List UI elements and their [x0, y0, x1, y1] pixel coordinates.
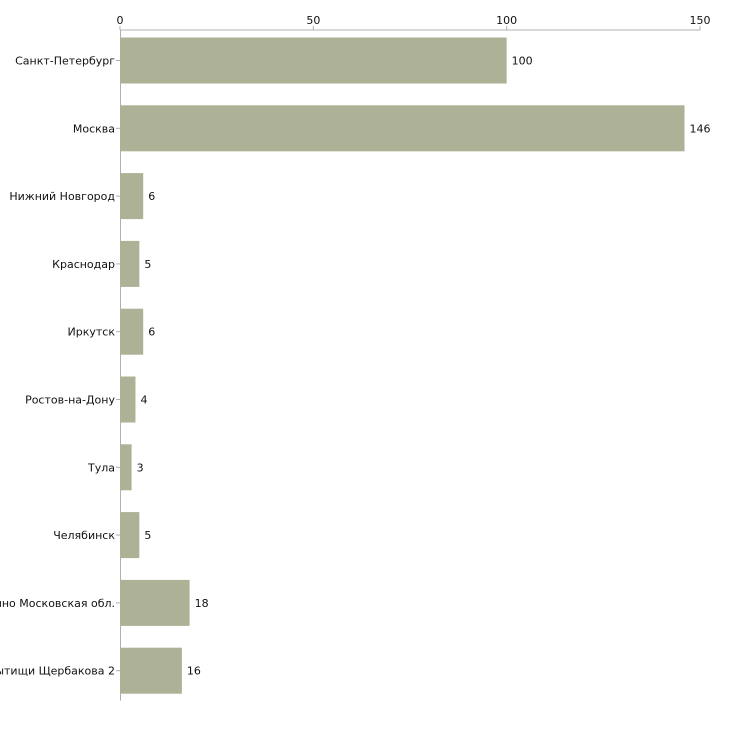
category-label: Тула [87, 461, 115, 474]
category-label: Иркутск [68, 326, 116, 339]
labels: Санкт-Петербург 100 Москва 146 Нижний Новгор… [0, 55, 711, 678]
bar [120, 512, 140, 559]
bar [120, 647, 182, 694]
value-label: 6 [148, 326, 155, 339]
bar [120, 173, 144, 220]
bar [120, 579, 190, 626]
value-label: 5 [144, 529, 151, 542]
value-label: 4 [140, 394, 147, 407]
x-tick-label: 0 [117, 14, 124, 27]
x-tick-label: 100 [496, 14, 517, 27]
category-label: Краснодар [52, 258, 115, 271]
value-label: 3 [137, 461, 144, 474]
x-tick-label: 150 [690, 14, 711, 27]
bars [120, 37, 685, 694]
bar [120, 105, 685, 152]
category-label: Нижний Новгород [9, 190, 115, 203]
bar [120, 308, 144, 355]
bar [120, 37, 507, 84]
bar [120, 376, 136, 423]
bar [120, 444, 132, 491]
value-label: 6 [148, 190, 155, 203]
category-label: Челябинск [53, 529, 115, 542]
bar [120, 240, 140, 287]
category-label: Санкт-Петербург [15, 55, 115, 68]
x-tick-label: 50 [306, 14, 320, 27]
category-label: ытищи Щербакова 2 [0, 665, 115, 678]
category-label: Ростов-на-Дону [25, 394, 115, 407]
value-label: 16 [187, 665, 201, 678]
value-label: 5 [144, 258, 151, 271]
value-label: 18 [195, 597, 209, 610]
value-label: 100 [512, 55, 533, 68]
category-label: Москва [73, 122, 115, 135]
value-label: 146 [690, 122, 711, 135]
category-label: ино Московская обл. [0, 597, 115, 610]
